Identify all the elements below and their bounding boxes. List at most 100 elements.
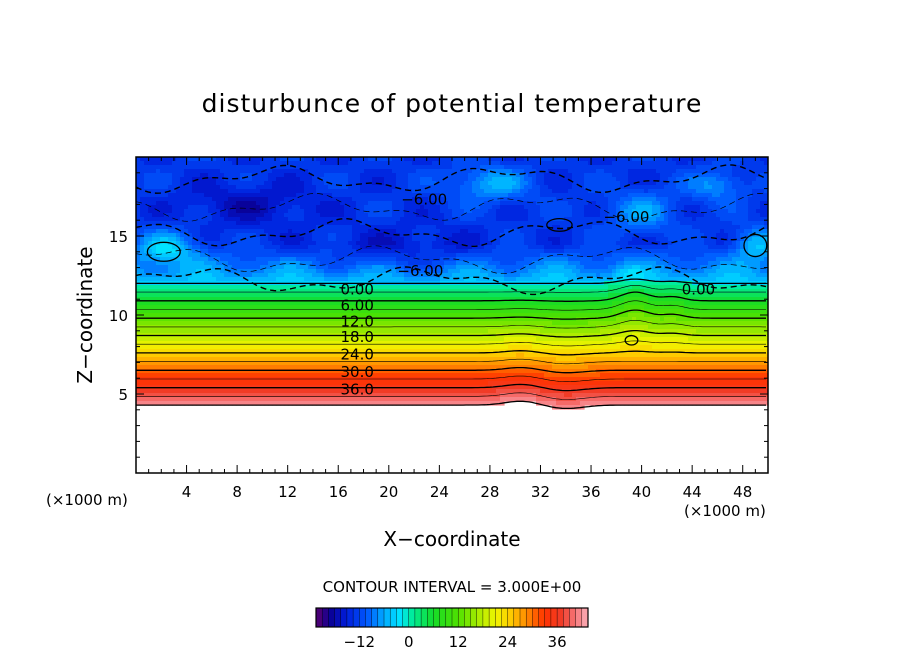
field-cell — [312, 185, 317, 190]
field-cell — [764, 221, 768, 226]
field-cell — [588, 189, 593, 194]
field-cell — [196, 209, 201, 214]
field-cell — [528, 181, 533, 186]
field-cell — [336, 209, 341, 214]
field-cell — [564, 193, 569, 198]
field-cell — [148, 177, 153, 182]
field-cell — [168, 261, 173, 266]
field-cell — [376, 277, 381, 282]
field-cell — [508, 185, 513, 190]
field-cell — [736, 229, 741, 234]
field-cell — [412, 221, 417, 226]
field-cell — [652, 249, 657, 254]
field-cell — [516, 209, 521, 214]
field-cell — [320, 277, 325, 282]
field-cell — [724, 157, 729, 162]
field-cell — [588, 205, 593, 210]
field-cell — [472, 157, 477, 162]
field-cell — [388, 241, 393, 246]
field-cell — [764, 261, 768, 266]
field-cell — [324, 201, 329, 206]
field-cell — [160, 169, 165, 174]
field-cell — [652, 277, 657, 282]
field-cell — [344, 205, 349, 210]
field-cell — [564, 213, 569, 218]
field-cell — [640, 237, 645, 242]
field-cell — [428, 249, 433, 254]
field-cell — [192, 197, 197, 202]
field-cell — [636, 229, 641, 234]
field-cell — [364, 217, 369, 222]
field-cell — [544, 277, 549, 282]
field-cell — [720, 261, 725, 266]
field-cell — [540, 225, 545, 230]
field-cell — [372, 257, 377, 262]
field-cell — [516, 185, 521, 190]
field-cell — [508, 193, 513, 198]
field-cell — [596, 181, 601, 186]
field-cell — [212, 201, 217, 206]
field-cell — [620, 273, 625, 278]
field-cell — [604, 229, 609, 234]
field-cell — [484, 161, 489, 166]
field-cell — [520, 201, 525, 206]
field-cell — [268, 197, 273, 202]
field-cell — [224, 241, 229, 246]
field-cell — [692, 161, 697, 166]
field-cell — [460, 185, 465, 190]
field-cell — [704, 245, 709, 250]
field-cell — [456, 221, 461, 226]
field-cell — [632, 229, 637, 234]
field-cell — [508, 181, 513, 186]
field-cell — [576, 189, 581, 194]
field-cell — [596, 213, 601, 218]
field-cell — [380, 157, 385, 162]
field-cell — [516, 253, 521, 258]
field-cell — [484, 201, 489, 206]
field-cell — [304, 249, 309, 254]
field-cell — [456, 161, 461, 166]
field-cell — [520, 241, 525, 246]
field-cell — [224, 197, 229, 202]
field-cell — [200, 261, 205, 266]
field-cell — [736, 217, 741, 222]
field-cell — [628, 161, 633, 166]
field-cell — [452, 161, 457, 166]
field-cell — [308, 237, 313, 242]
field-cell — [736, 273, 741, 278]
field-cell — [616, 201, 621, 206]
field-cell — [708, 249, 713, 254]
field-cell — [752, 197, 757, 202]
field-cell — [188, 185, 193, 190]
field-cell — [636, 253, 641, 258]
field-cell — [404, 177, 409, 182]
field-cell — [616, 229, 621, 234]
field-cell — [580, 221, 585, 226]
field-cell — [684, 245, 689, 250]
field-cell — [388, 165, 393, 170]
field-cell — [680, 177, 685, 182]
field-cell — [688, 185, 693, 190]
field-cell — [208, 241, 213, 246]
field-cell — [616, 169, 621, 174]
field-cell — [384, 253, 389, 258]
field-cell — [452, 169, 457, 174]
field-cell — [268, 253, 273, 258]
field-cell — [136, 201, 141, 206]
field-cell — [172, 209, 177, 214]
field-cell — [356, 257, 361, 262]
field-cell — [288, 277, 293, 282]
field-cell — [712, 225, 717, 230]
field-cell — [388, 161, 393, 166]
field-cell — [352, 249, 357, 254]
field-cell — [328, 229, 333, 234]
field-cell — [408, 229, 413, 234]
field-cell — [220, 225, 225, 230]
field-cell — [288, 221, 293, 226]
field-cell — [648, 229, 653, 234]
field-cell — [364, 249, 369, 254]
field-cell — [204, 213, 209, 218]
field-cell — [344, 177, 349, 182]
field-cell — [288, 213, 293, 218]
field-cell — [676, 193, 681, 198]
